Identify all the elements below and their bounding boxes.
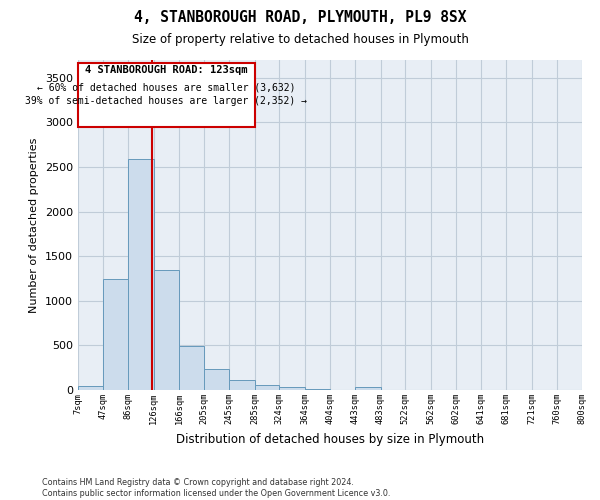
Bar	[154, 270, 179, 390]
Text: ← 60% of detached houses are smaller (3,632): ← 60% of detached houses are smaller (3,…	[37, 82, 296, 92]
Text: 39% of semi-detached houses are larger (2,352) →: 39% of semi-detached houses are larger (…	[25, 96, 307, 106]
Text: 4, STANBOROUGH ROAD, PLYMOUTH, PL9 8SX: 4, STANBOROUGH ROAD, PLYMOUTH, PL9 8SX	[134, 10, 466, 25]
Bar	[254, 385, 280, 390]
X-axis label: Distribution of detached houses by size in Plymouth: Distribution of detached houses by size …	[176, 432, 484, 446]
Bar	[305, 389, 331, 390]
Bar	[280, 388, 305, 390]
Text: Contains HM Land Registry data © Crown copyright and database right 2024.
Contai: Contains HM Land Registry data © Crown c…	[42, 478, 391, 498]
Bar	[355, 388, 380, 390]
Bar	[179, 346, 204, 390]
Bar	[103, 280, 128, 390]
Bar	[229, 380, 254, 390]
Bar	[78, 386, 103, 390]
Text: Size of property relative to detached houses in Plymouth: Size of property relative to detached ho…	[131, 32, 469, 46]
FancyBboxPatch shape	[78, 62, 254, 127]
Bar	[204, 369, 229, 390]
Y-axis label: Number of detached properties: Number of detached properties	[29, 138, 40, 312]
Text: 4 STANBOROUGH ROAD: 123sqm: 4 STANBOROUGH ROAD: 123sqm	[85, 65, 248, 75]
Bar	[128, 159, 154, 390]
